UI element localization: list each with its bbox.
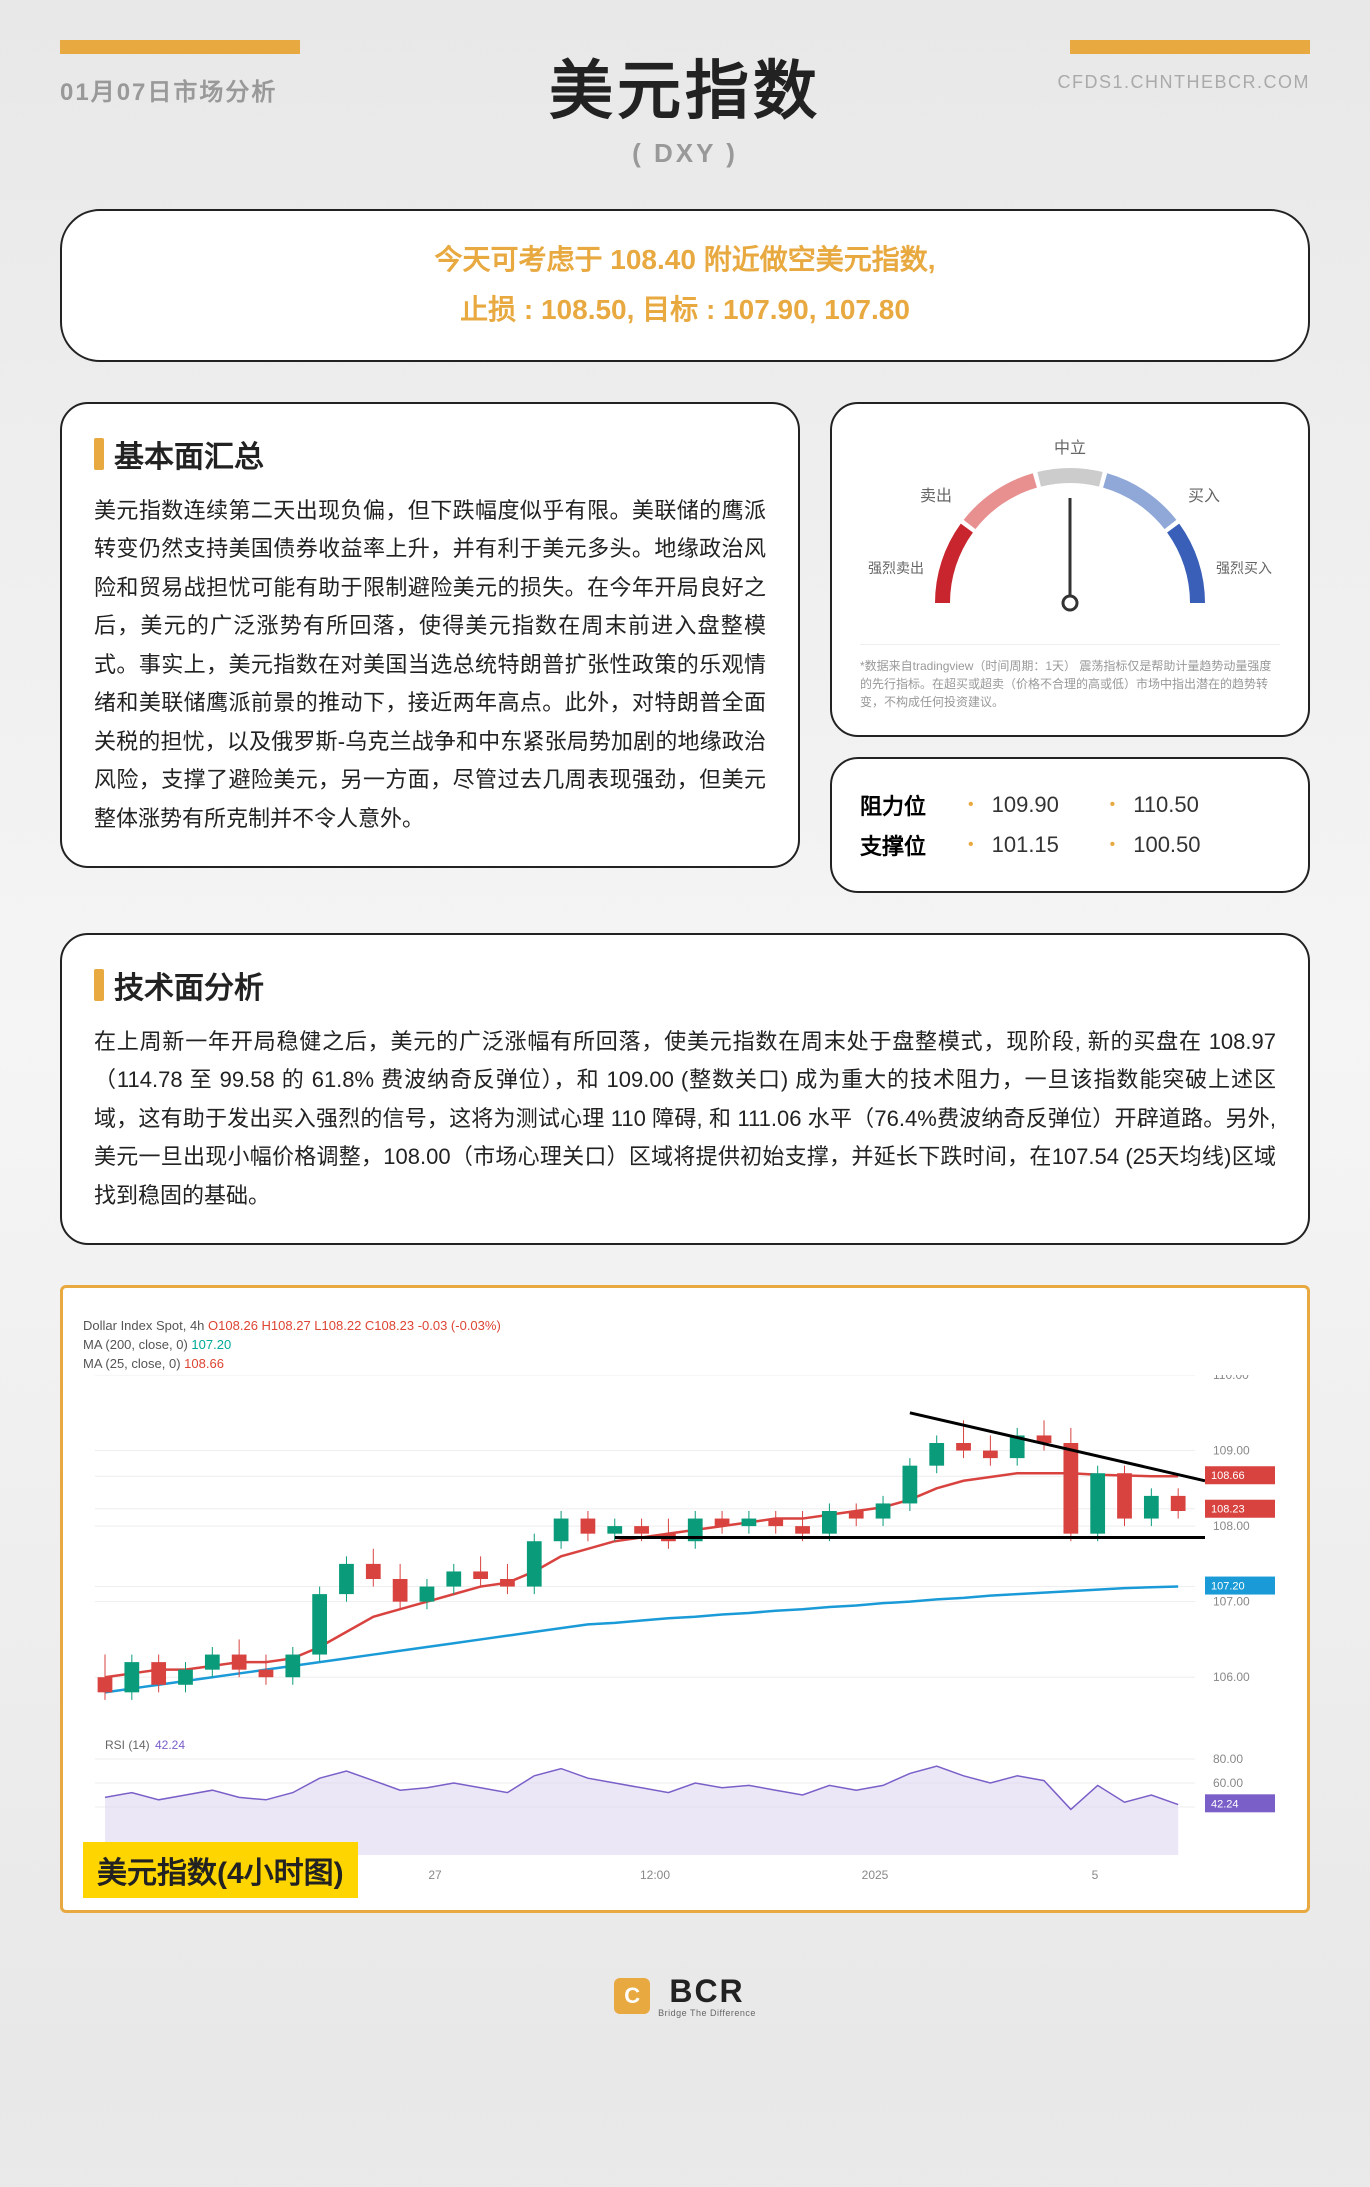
rec-line-1: 今天可考虑于 108.40 附近做空美元指数, [102, 235, 1268, 285]
bullet-icon: • [1110, 796, 1116, 814]
gauge-label-neutral: 中立 [1054, 434, 1086, 458]
page-subtitle: ( DXY ) [340, 138, 1030, 169]
gauge-label-strong-sell: 强烈卖出 [868, 558, 924, 578]
chart-header: Dollar Index Spot, 4h O108.26 H108.27 L1… [83, 1318, 1287, 1333]
resistance-v1: 109.90 [992, 792, 1092, 818]
gauge-label-strong-buy: 强烈买入 [1216, 558, 1272, 578]
accent-bar [1070, 40, 1310, 54]
bullet-icon: • [968, 836, 974, 854]
chart-ma200-label: MA (200, close, 0) 107.20 [83, 1337, 1287, 1352]
fundamental-title: 基本面汇总 [114, 432, 264, 476]
svg-text:108.23: 108.23 [1211, 1504, 1245, 1516]
header: 01月07日市场分析 美元指数 ( DXY ) CFDS1.CHNTHEBCR.… [60, 40, 1310, 169]
title-block: 美元指数 ( DXY ) [340, 40, 1030, 169]
footer: C BCR Bridge The Difference [60, 1953, 1310, 2038]
support-v2: 100.50 [1133, 832, 1233, 858]
gauge-disclaimer: *数据来自tradingview（时间周期：1天） 震荡指标仅是帮助计量趋势动量… [860, 644, 1280, 711]
technical-card: 技术面分析 在上周新一年开局稳健之后，美元的广泛涨幅有所回落，使美元指数在周末处… [60, 933, 1310, 1246]
gauge-label-sell: 卖出 [920, 482, 952, 506]
resistance-v2: 110.50 [1133, 792, 1233, 818]
rec-line-2: 止损 : 108.50, 目标 : 107.90, 107.80 [102, 285, 1268, 335]
accent-bar [60, 40, 300, 54]
svg-text:2025: 2025 [862, 1868, 889, 1882]
svg-text:60.00: 60.00 [1213, 1776, 1243, 1790]
svg-text:108.00: 108.00 [1213, 1519, 1250, 1533]
title-bar-icon [94, 438, 104, 470]
svg-text:42.24: 42.24 [1211, 1799, 1239, 1811]
fundamental-card: 基本面汇总 美元指数连续第二天出现负偏，但下跌幅度似乎有限。美联储的鹰派转变仍然… [60, 402, 800, 869]
gauge-label-buy: 买入 [1188, 482, 1220, 506]
svg-text:80.00: 80.00 [1213, 1752, 1243, 1766]
date-block: 01月07日市场分析 [60, 40, 340, 107]
recommendation-box: 今天可考虑于 108.40 附近做空美元指数, 止损 : 108.50, 目标 … [60, 209, 1310, 362]
gauge-card: 中立 卖出 买入 强烈卖出 强烈买入 *数据来自tradingview（时间周期… [830, 402, 1310, 737]
svg-text:109.00: 109.00 [1213, 1444, 1250, 1458]
chart-title: Dollar Index Spot, 4h [83, 1318, 204, 1333]
support-v1: 101.15 [992, 832, 1092, 858]
fundamental-body: 美元指数连续第二天出现负偏，但下跌幅度似乎有限。美联储的鹰派转变仍然支持美国债券… [94, 492, 766, 839]
support-label: 支撑位 [860, 829, 950, 861]
svg-text:110.00: 110.00 [1213, 1375, 1249, 1382]
date-text: 01月07日市场分析 [60, 72, 340, 107]
technical-body: 在上周新一年开局稳健之后，美元的广泛涨幅有所回落，使美元指数在周末处于盘整模式，… [94, 1023, 1276, 1216]
svg-text:5: 5 [1092, 1868, 1099, 1882]
page-title: 美元指数 [340, 40, 1030, 132]
svg-text:107.00: 107.00 [1213, 1595, 1250, 1609]
chart-frame: Dollar Index Spot, 4h O108.26 H108.27 L1… [60, 1285, 1310, 1913]
technical-title: 技术面分析 [114, 963, 264, 1007]
svg-text:108.66: 108.66 [1211, 1471, 1245, 1483]
footer-tagline: Bridge The Difference [658, 2008, 756, 2018]
svg-text:42.24: 42.24 [155, 1738, 185, 1752]
svg-text:27: 27 [428, 1868, 442, 1882]
svg-text:12:00: 12:00 [640, 1868, 670, 1882]
bullet-icon: • [1110, 836, 1116, 854]
svg-text:107.20: 107.20 [1211, 1581, 1245, 1593]
chart-ma25-label: MA (25, close, 0) 108.66 [83, 1356, 1287, 1371]
svg-text:RSI (14): RSI (14) [105, 1738, 150, 1752]
resistance-label: 阻力位 [860, 789, 950, 821]
title-bar-icon [94, 969, 104, 1001]
chart-footer-label: 美元指数(4小时图) [83, 1842, 358, 1898]
logo-icon: C [614, 1978, 650, 2014]
url-block: CFDS1.CHNTHEBCR.COM [1030, 40, 1310, 93]
footer-brand: BCR [658, 1973, 756, 2010]
url-text: CFDS1.CHNTHEBCR.COM [1030, 72, 1310, 93]
levels-card: 阻力位 • 109.90 • 110.50 支撑位 • 101.15 • 100… [830, 757, 1310, 893]
bullet-icon: • [968, 796, 974, 814]
price-chart: 110.00 109.00 108.66 108.23 108.00 107.20 107.… [83, 1375, 1287, 1895]
svg-text:106.00: 106.00 [1213, 1671, 1250, 1685]
